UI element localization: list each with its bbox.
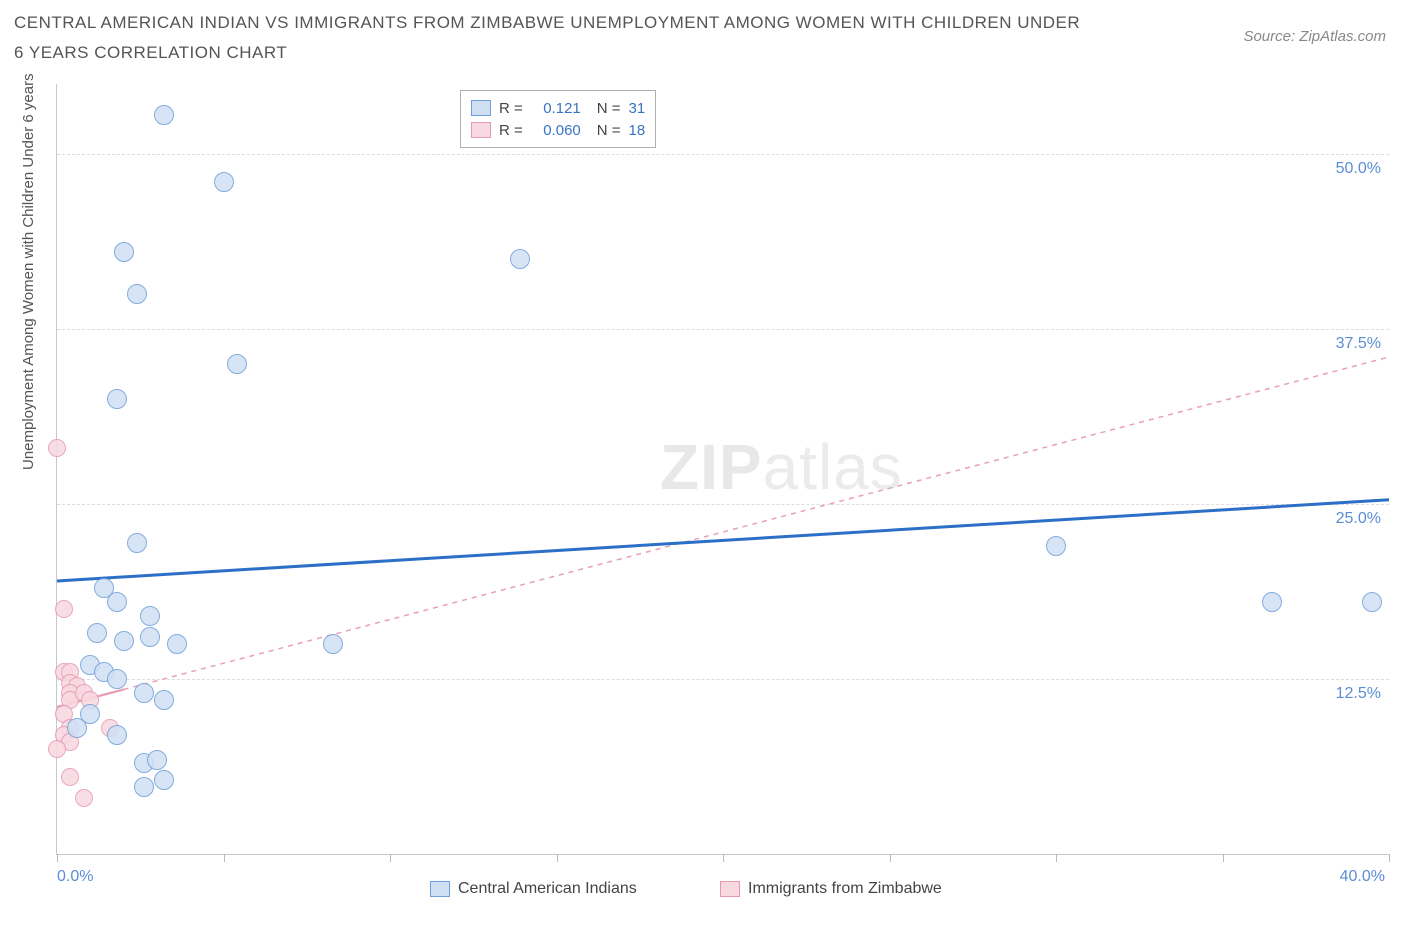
scatter-point-b bbox=[55, 600, 73, 618]
watermark-bold: ZIP bbox=[660, 431, 763, 503]
r-label: R = bbox=[499, 122, 523, 139]
watermark: ZIPatlas bbox=[660, 430, 903, 504]
n-label: N = bbox=[597, 122, 621, 139]
scatter-point-a bbox=[227, 354, 247, 374]
swatch-series-b bbox=[720, 881, 740, 897]
scatter-point-a bbox=[114, 242, 134, 262]
scatter-point-a bbox=[134, 683, 154, 703]
scatter-point-a bbox=[154, 690, 174, 710]
n-label: N = bbox=[597, 100, 621, 117]
scatter-point-a bbox=[1046, 536, 1066, 556]
y-axis-label: Unemployment Among Women with Children U… bbox=[20, 73, 37, 470]
r-value: 0.121 bbox=[531, 100, 581, 117]
scatter-point-a bbox=[154, 105, 174, 125]
scatter-point-b bbox=[48, 439, 66, 457]
legend-row: R = 0.060 N = 18 bbox=[471, 119, 645, 141]
scatter-point-a bbox=[87, 623, 107, 643]
r-value: 0.060 bbox=[531, 122, 581, 139]
n-value: 18 bbox=[629, 122, 646, 139]
x-tick-mark bbox=[723, 854, 724, 862]
scatter-point-a bbox=[147, 750, 167, 770]
x-tick-label: 40.0% bbox=[1340, 868, 1385, 886]
scatter-point-a bbox=[107, 592, 127, 612]
n-value: 31 bbox=[629, 100, 646, 117]
scatter-point-b bbox=[75, 789, 93, 807]
scatter-point-b bbox=[48, 740, 66, 758]
x-tick-mark bbox=[1223, 854, 1224, 862]
legend-swatch bbox=[471, 122, 491, 138]
x-tick-label: 0.0% bbox=[57, 868, 93, 886]
correlation-legend: R = 0.121 N = 31 R = 0.060 N = 18 bbox=[460, 90, 656, 148]
scatter-point-a bbox=[154, 770, 174, 790]
x-tick-mark bbox=[57, 854, 58, 862]
legend-row: R = 0.121 N = 31 bbox=[471, 97, 645, 119]
series-a-label: Central American Indians bbox=[458, 880, 637, 898]
x-tick-mark bbox=[557, 854, 558, 862]
scatter-point-a bbox=[107, 725, 127, 745]
scatter-point-a bbox=[107, 669, 127, 689]
series-legend-a: Central American Indians bbox=[430, 880, 637, 898]
x-tick-mark bbox=[1056, 854, 1057, 862]
legend-swatch bbox=[471, 100, 491, 116]
source-label: Source: ZipAtlas.com bbox=[1243, 28, 1386, 45]
x-tick-mark bbox=[224, 854, 225, 862]
x-tick-mark bbox=[390, 854, 391, 862]
scatter-point-a bbox=[134, 777, 154, 797]
series-b-label: Immigrants from Zimbabwe bbox=[748, 880, 942, 898]
scatter-point-a bbox=[67, 718, 87, 738]
scatter-point-a bbox=[127, 284, 147, 304]
x-tick-mark bbox=[1389, 854, 1390, 862]
scatter-point-a bbox=[114, 631, 134, 651]
scatter-point-a bbox=[510, 249, 530, 269]
watermark-thin: atlas bbox=[763, 431, 903, 503]
swatch-series-a bbox=[430, 881, 450, 897]
scatter-point-a bbox=[107, 389, 127, 409]
series-legend-b: Immigrants from Zimbabwe bbox=[720, 880, 942, 898]
chart-title: CENTRAL AMERICAN INDIAN VS IMMIGRANTS FR… bbox=[14, 8, 1094, 68]
r-label: R = bbox=[499, 100, 523, 117]
scatter-point-a bbox=[214, 172, 234, 192]
scatter-point-a bbox=[167, 634, 187, 654]
x-tick-mark bbox=[890, 854, 891, 862]
scatter-point-a bbox=[127, 533, 147, 553]
